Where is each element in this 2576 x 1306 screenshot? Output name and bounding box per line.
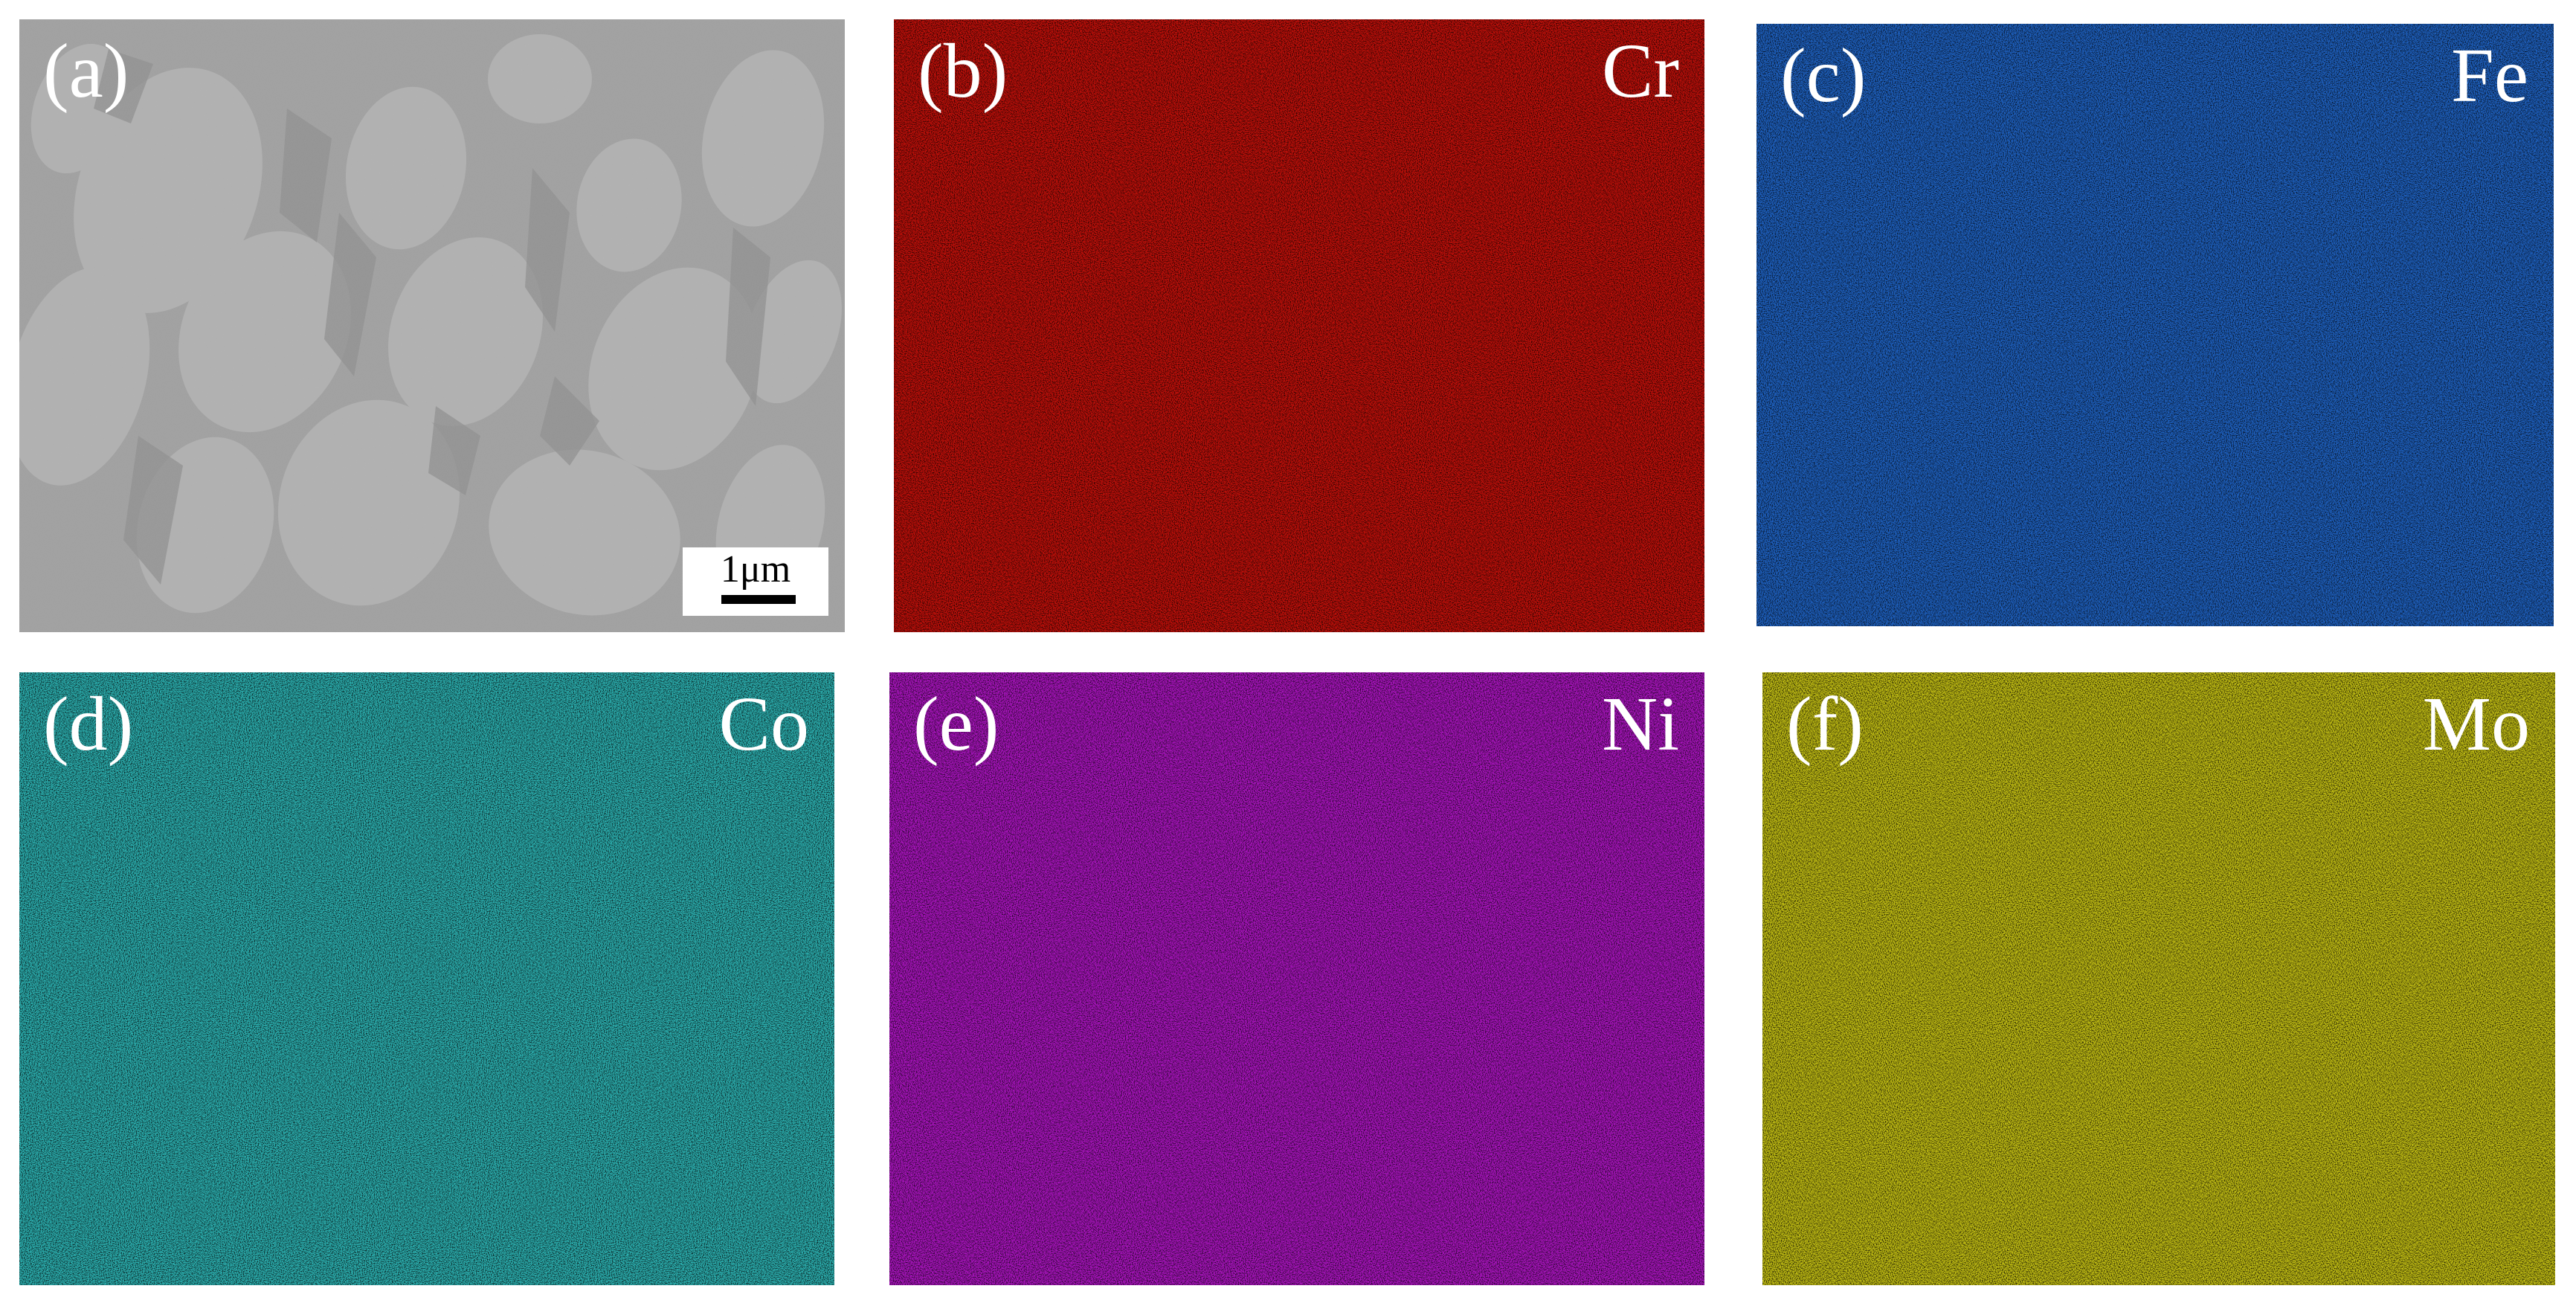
mo-map-panel: (f) Mo	[1762, 672, 2555, 1285]
panel-label-a: (a)	[43, 28, 129, 114]
fe-map-panel: (c) Fe	[1756, 24, 2554, 626]
scale-bar: 1μm	[683, 547, 828, 616]
element-label-mo: Mo	[2422, 681, 2530, 767]
panel-label-b: (b)	[918, 28, 1008, 114]
mo-map-image	[1762, 672, 2555, 1285]
co-map-image	[19, 672, 834, 1285]
sem-micrograph-image	[19, 19, 845, 632]
co-map-panel: (d) Co	[19, 672, 834, 1285]
scale-bar-line	[721, 595, 796, 604]
element-label-co: Co	[718, 681, 809, 767]
element-label-fe: Fe	[2451, 33, 2528, 118]
sem-micrograph-panel: (a) 1μm	[19, 19, 845, 632]
fe-map-image	[1756, 24, 2554, 626]
cr-map-panel: (b) Cr	[894, 19, 1704, 632]
panel-label-d: (d)	[43, 681, 134, 767]
scale-bar-label: 1μm	[720, 548, 791, 591]
element-label-ni: Ni	[1602, 681, 1679, 767]
panel-label-e: (e)	[913, 681, 999, 767]
element-label-cr: Cr	[1602, 28, 1679, 114]
ni-map-panel: (e) Ni	[889, 672, 1704, 1285]
panel-label-c: (c)	[1780, 33, 1867, 118]
ni-map-image	[889, 672, 1704, 1285]
cr-map-image	[894, 19, 1704, 632]
panel-label-f: (f)	[1786, 681, 1864, 767]
